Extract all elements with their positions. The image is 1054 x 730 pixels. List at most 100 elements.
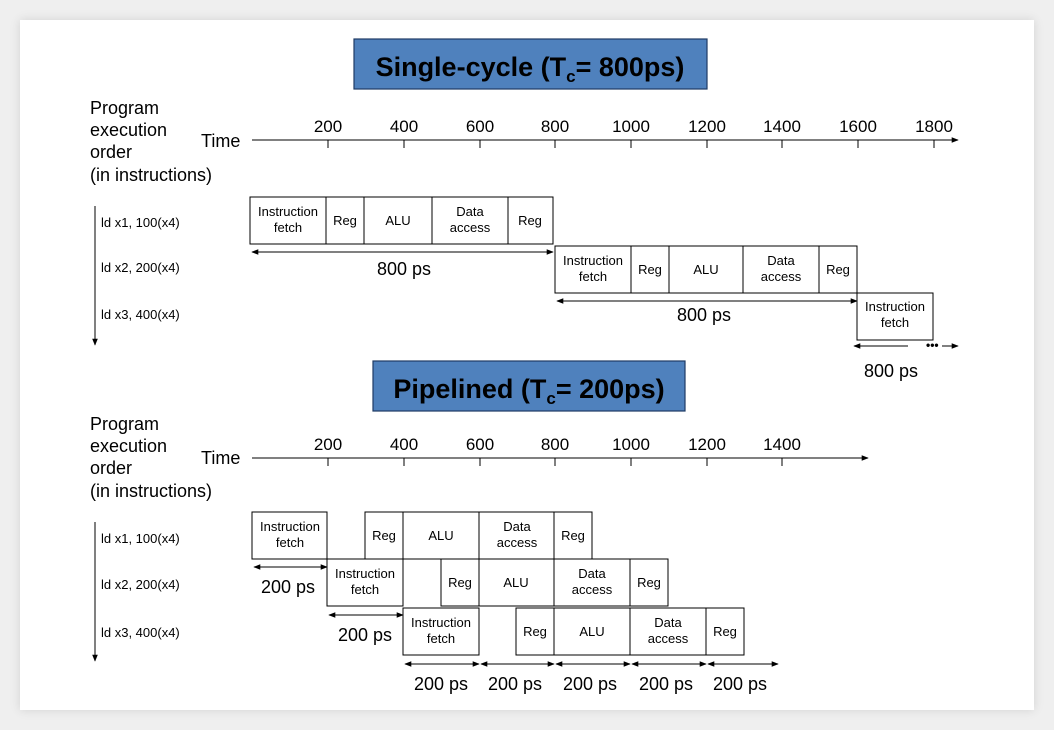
tick-label: 800 [541,117,569,136]
stage-label: Data [767,253,795,268]
single-cycle-title: Single-cycle (Tc= 800ps) [376,52,685,86]
instruction-1-stages: Instruction fetch Reg ALU Data access Re… [249,196,554,245]
instruction-fetch-stage [326,558,404,607]
stage-label: Reg [638,262,662,277]
instruction-fetch-stage [554,245,632,294]
stage-label: ALU [503,575,528,590]
data-access-stage [478,511,555,560]
tick-label: 1400 [763,435,801,454]
stage-label: fetch [579,269,607,284]
stage-label: ALU [579,624,604,639]
stage-label: Reg [561,528,585,543]
instruction-label: ld x2, 200(x4) [101,577,180,592]
tick-label: 1800 [915,117,953,136]
stage-label: Reg [713,624,737,639]
instruction-fetch-stage [249,196,327,245]
duration-label: 800 ps [864,361,918,381]
tick-label: 1600 [839,117,877,136]
axis-label-line-2: execution [90,120,167,140]
stage-label: Data [578,566,606,581]
tick-label: 400 [390,435,418,454]
stage-label: Instruction [411,615,471,630]
alu-stage [668,245,744,294]
stage-label: Reg [333,213,357,228]
stage-label: Reg [826,262,850,277]
tick-label: 200 [314,435,342,454]
time-label: Time [201,131,240,151]
reg-stage [515,607,555,656]
instruction-fetch-stage [251,511,328,560]
data-access-stage [742,245,820,294]
stage-label: Instruction [260,519,320,534]
stage-label: Instruction [258,204,318,219]
alu-stage [478,558,555,607]
duration-label: 200 ps [414,674,468,694]
pipelined-instruction-2-stages: Instruction fetch Reg ALU Data access Re… [326,558,669,607]
axis-label-line-1: Program [90,414,159,434]
pipelined-title: Pipelined (Tc= 200ps) [393,374,664,408]
stage-label: fetch [274,220,302,235]
stage-label: Data [654,615,682,630]
reg-stage [629,558,669,607]
stage-label: fetch [276,535,304,550]
slide: Single-cycle (Tc= 800ps) Program executi… [20,20,1034,710]
duration-label: 200 ps [563,674,617,694]
pipelined-instruction-1-stages: Instruction fetch Reg ALU Data access Re… [251,511,593,560]
data-access-stage [431,196,509,245]
ellipsis: ••• [926,338,939,352]
duration-label: 200 ps [338,625,392,645]
tick-label: 600 [466,117,494,136]
stage-label: ALU [385,213,410,228]
tick-label: 1200 [688,117,726,136]
axis-label-line-1: Program [90,98,159,118]
stage-label: access [497,535,538,550]
stage-label: ALU [693,262,718,277]
stage-label: Reg [372,528,396,543]
stage-label: access [450,220,491,235]
instruction-3-stages: Instruction fetch [856,292,934,341]
stage-label: Reg [637,575,661,590]
reg-stage [705,607,745,656]
duration-label: 800 ps [677,305,731,325]
duration-label: 200 ps [639,674,693,694]
pipeline-diagram: Single-cycle (Tc= 800ps) Program executi… [90,38,959,694]
duration-label: 200 ps [713,674,767,694]
instruction-label: ld x1, 100(x4) [101,531,180,546]
pipelined-section: Pipelined (Tc= 200ps) Program execution … [90,360,869,694]
tick-label: 200 [314,117,342,136]
reg-stage [553,511,593,560]
pipelined-title-box [372,360,686,412]
instruction-label: ld x3, 400(x4) [101,625,180,640]
instruction-2-stages: Instruction fetch Reg ALU Data access Re… [554,245,858,294]
axis-label-line-4: (in instructions) [90,481,212,501]
instruction-label: ld x1, 100(x4) [101,215,180,230]
tick-label: 800 [541,435,569,454]
stage-label: fetch [881,315,909,330]
stage-label: Instruction [563,253,623,268]
stage-label: access [761,269,802,284]
stage-label: Data [503,519,531,534]
stage-label: fetch [427,631,455,646]
instruction-fetch-stage [402,607,480,656]
axis-label-line-3: order [90,142,132,162]
stage-label: Reg [448,575,472,590]
axis-label-line-2: execution [90,436,167,456]
alu-stage [402,511,480,560]
tick-label: 1400 [763,117,801,136]
reg-stage [818,245,858,294]
stage-label: access [648,631,689,646]
stage-label: Reg [518,213,542,228]
duration-label: 200 ps [261,577,315,597]
single-cycle-section: Single-cycle (Tc= 800ps) Program executi… [90,38,959,381]
stage-label: Reg [523,624,547,639]
tick-label: 1200 [688,435,726,454]
tick-label: 1000 [612,435,650,454]
time-label: Time [201,448,240,468]
tick-label: 1000 [612,117,650,136]
single-cycle-title-box [353,38,708,90]
stage-label: Data [456,204,484,219]
stage-label: access [572,582,613,597]
stage-label: ALU [428,528,453,543]
stage-label: Instruction [335,566,395,581]
instruction-label: ld x2, 200(x4) [101,260,180,275]
